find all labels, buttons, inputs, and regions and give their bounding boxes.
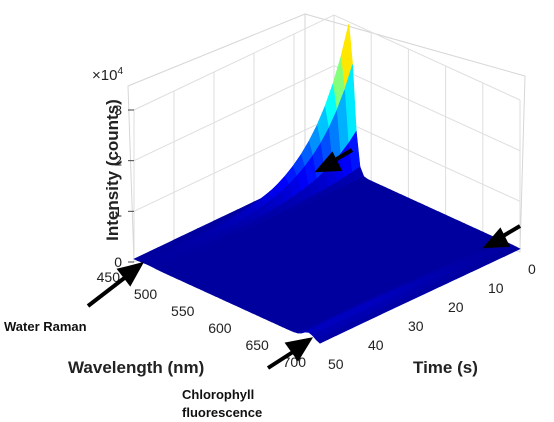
- water-raman-label: Water Raman: [4, 319, 87, 334]
- wavelength-tick-label: 500: [134, 286, 158, 302]
- time-axis-title: Time (s): [413, 358, 478, 377]
- intensity-ticks: 0 1 2 3: [114, 102, 134, 270]
- intensity-tick-label: 3: [114, 102, 122, 118]
- peak-edge-arrow-right: [482, 224, 522, 249]
- wavelength-tick-label: 600: [208, 320, 232, 336]
- chlorophyll-arrow: [266, 337, 314, 370]
- chlorophyll-label: Chlorophyll fluorescence: [182, 387, 263, 420]
- spectrum-surface: [133, 23, 521, 344]
- wavelength-tick-label: 450: [97, 269, 121, 285]
- time-tick-label: 30: [408, 318, 424, 334]
- time-tick-label: 20: [448, 299, 464, 315]
- time-tick-label: 40: [368, 337, 384, 353]
- intensity-tick-label: 1: [114, 203, 122, 219]
- surface-patch: [315, 335, 329, 344]
- wavelength-axis-title: Wavelength (nm): [68, 358, 205, 377]
- peak-edge-arrow-top: [314, 148, 354, 173]
- time-tick-label: 10: [488, 280, 504, 296]
- exponent-label: ×104: [92, 66, 124, 84]
- time-ticks: 0 10 20 30 40 50: [328, 261, 536, 372]
- water-raman-arrow: [86, 261, 144, 308]
- time-tick-label: 0: [528, 261, 536, 277]
- intensity-tick-label: 0: [114, 254, 122, 270]
- annotation-arrows: [86, 148, 522, 370]
- time-tick-label: 50: [328, 356, 344, 372]
- wavelength-tick-label: 650: [245, 337, 269, 353]
- wavelength-tick-label: 550: [171, 303, 195, 319]
- intensity-axis-title: Intensity (counts): [103, 99, 122, 241]
- intensity-tick-label: 2: [114, 153, 122, 169]
